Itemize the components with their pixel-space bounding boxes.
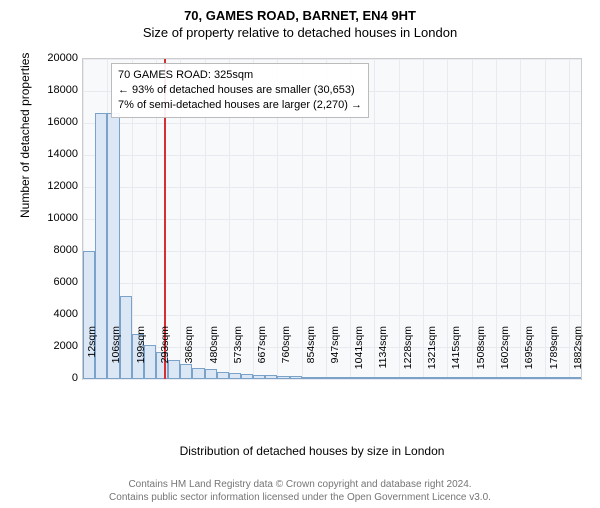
gridline-v bbox=[447, 59, 448, 379]
xtick-label: 480sqm bbox=[208, 326, 220, 382]
gridline-v bbox=[520, 59, 521, 379]
annotation-line: 7% of semi-detached houses are larger (2… bbox=[118, 98, 362, 113]
page-title: 70, GAMES ROAD, BARNET, EN4 9HT bbox=[0, 8, 600, 23]
chart-container: Number of detached properties 70 GAMES R… bbox=[42, 58, 582, 418]
xtick-label: 573sqm bbox=[232, 326, 244, 382]
x-axis-label: Distribution of detached houses by size … bbox=[42, 444, 582, 458]
gridline-v bbox=[569, 59, 570, 379]
ytick-label: 6000 bbox=[28, 276, 78, 288]
xtick-label: 667sqm bbox=[256, 326, 268, 382]
xtick-label: 1041sqm bbox=[353, 326, 365, 382]
xtick-label: 1882sqm bbox=[572, 326, 584, 382]
ytick-label: 14000 bbox=[28, 148, 78, 160]
xtick-label: 1415sqm bbox=[450, 326, 462, 382]
xtick-label: 12sqm bbox=[86, 326, 98, 382]
annotation-box: 70 GAMES ROAD: 325sqm← 93% of detached h… bbox=[111, 63, 369, 118]
xtick-label: 386sqm bbox=[183, 326, 195, 382]
xtick-label: 1508sqm bbox=[475, 326, 487, 382]
ytick-label: 16000 bbox=[28, 116, 78, 128]
gridline-v bbox=[472, 59, 473, 379]
footer-line2: Contains public sector information licen… bbox=[0, 491, 600, 504]
xtick-label: 947sqm bbox=[329, 326, 341, 382]
gridline-h bbox=[83, 59, 581, 60]
footer-line1: Contains HM Land Registry data © Crown c… bbox=[0, 478, 600, 491]
ytick-label: 8000 bbox=[28, 244, 78, 256]
gridline-h bbox=[83, 187, 581, 188]
ytick-label: 4000 bbox=[28, 308, 78, 320]
xtick-label: 1602sqm bbox=[499, 326, 511, 382]
xtick-label: 1321sqm bbox=[426, 326, 438, 382]
gridline-h bbox=[83, 251, 581, 252]
gridline-h bbox=[83, 219, 581, 220]
gridline-v bbox=[496, 59, 497, 379]
annotation-line: ← 93% of detached houses are smaller (30… bbox=[118, 83, 362, 98]
annotation-line: 70 GAMES ROAD: 325sqm bbox=[118, 68, 362, 83]
ytick-label: 18000 bbox=[28, 84, 78, 96]
ytick-label: 10000 bbox=[28, 212, 78, 224]
gridline-v bbox=[423, 59, 424, 379]
xtick-label: 1134sqm bbox=[377, 326, 389, 382]
ytick-label: 0 bbox=[28, 372, 78, 384]
gridline-v bbox=[399, 59, 400, 379]
gridline-h bbox=[83, 123, 581, 124]
page-subtitle: Size of property relative to detached ho… bbox=[0, 25, 600, 40]
gridline-h bbox=[83, 155, 581, 156]
xtick-label: 1228sqm bbox=[402, 326, 414, 382]
xtick-label: 106sqm bbox=[110, 326, 122, 382]
footer-attribution: Contains HM Land Registry data © Crown c… bbox=[0, 478, 600, 504]
gridline-h bbox=[83, 315, 581, 316]
gridline-h bbox=[83, 283, 581, 284]
xtick-label: 199sqm bbox=[135, 326, 147, 382]
ytick-label: 2000 bbox=[28, 340, 78, 352]
gridline-v bbox=[545, 59, 546, 379]
xtick-label: 1695sqm bbox=[523, 326, 535, 382]
ytick-label: 12000 bbox=[28, 180, 78, 192]
xtick-label: 854sqm bbox=[305, 326, 317, 382]
xtick-label: 760sqm bbox=[280, 326, 292, 382]
xtick-label: 1789sqm bbox=[548, 326, 560, 382]
xtick-label: 293sqm bbox=[159, 326, 171, 382]
ytick-label: 20000 bbox=[28, 52, 78, 64]
y-axis-label: Number of detached properties bbox=[18, 53, 32, 218]
gridline-v bbox=[374, 59, 375, 379]
